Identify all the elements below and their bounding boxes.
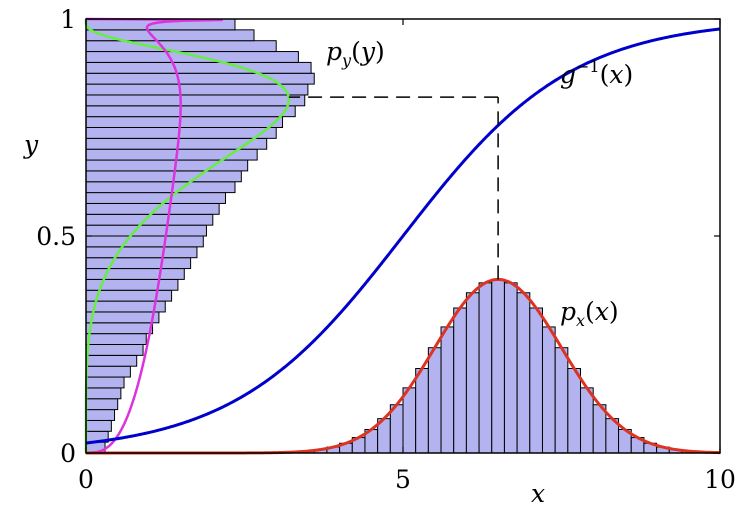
histogram-py-bar bbox=[85, 94, 306, 107]
histogram-py-bar bbox=[85, 246, 198, 259]
histogram-px-bar bbox=[580, 387, 594, 454]
histogram-py-bars bbox=[85, 18, 315, 454]
histogram-py-bar bbox=[85, 257, 192, 270]
y-tick-label-1: 1 bbox=[60, 5, 76, 34]
x-axis-label: x bbox=[531, 479, 545, 508]
histogram-py-bar bbox=[85, 409, 116, 421]
x-tick-label-10: 10 bbox=[704, 465, 736, 494]
histogram-px-bar bbox=[554, 347, 569, 454]
y-axis-label: y bbox=[23, 130, 39, 159]
histogram-py-bar bbox=[85, 268, 185, 280]
y-tick-label-0: 0 bbox=[60, 439, 76, 468]
histogram-px-bar bbox=[491, 278, 505, 454]
histogram-py-bar bbox=[85, 333, 147, 345]
histogram-py-bar bbox=[85, 224, 207, 237]
histogram-py-bar bbox=[85, 105, 296, 118]
histogram-px-bar bbox=[529, 307, 543, 454]
histogram-py-bar bbox=[85, 398, 119, 411]
histogram-py-bar bbox=[85, 29, 255, 42]
histogram-py-bar bbox=[85, 40, 277, 53]
histogram-px-bar bbox=[402, 387, 417, 454]
mapping-dashed-lines bbox=[288, 96, 499, 280]
axis-ticks bbox=[85, 18, 721, 454]
histogram-py-bar bbox=[85, 127, 277, 139]
histogram-px-bar bbox=[453, 307, 467, 454]
x-tick-label-5: 5 bbox=[395, 465, 411, 494]
y-tick-label-0-5: 0.5 bbox=[36, 222, 76, 251]
histogram-py-bar bbox=[85, 61, 312, 74]
histogram-px-bar bbox=[516, 292, 531, 454]
histogram-py-bar bbox=[85, 365, 131, 378]
histogram-px-bar bbox=[541, 326, 556, 454]
histogram-py-bar bbox=[85, 387, 122, 400]
histogram-py-bar bbox=[85, 159, 249, 172]
histogram-py-bar bbox=[85, 354, 138, 367]
histogram-py-bar bbox=[85, 344, 144, 356]
g-inverse-curve bbox=[85, 27, 721, 445]
x-tick-label-0: 0 bbox=[78, 465, 94, 494]
histogram-py-bar bbox=[85, 170, 242, 183]
histogram-py-bar bbox=[85, 116, 284, 129]
label-py: py(y) bbox=[326, 37, 385, 70]
histogram-px-bar bbox=[415, 367, 429, 454]
histogram-py-bar bbox=[85, 322, 154, 335]
histogram-px-bar bbox=[567, 367, 582, 454]
histogram-py-bar bbox=[85, 376, 125, 389]
histogram-px-bar bbox=[427, 347, 442, 454]
label-px: px(x) bbox=[560, 297, 619, 330]
label-g-inverse: g−1(x) bbox=[560, 57, 633, 89]
histogram-px-bar bbox=[503, 282, 518, 454]
histogram-py-bar bbox=[85, 51, 299, 63]
histogram-px-bars bbox=[288, 278, 708, 454]
histogram-px-bar bbox=[440, 326, 455, 454]
histogram-py-bar bbox=[85, 419, 112, 432]
histogram-py-bar bbox=[85, 192, 226, 204]
histogram-py-bar bbox=[85, 181, 236, 194]
histogram-py-bar bbox=[85, 83, 309, 96]
py-curve bbox=[85, 17, 223, 455]
histogram-py-bar bbox=[85, 235, 204, 248]
histogram-px-bar bbox=[478, 282, 493, 454]
histogram-px-bar bbox=[465, 292, 480, 454]
histogram-py-bar bbox=[85, 72, 315, 85]
histogram-py-bar bbox=[85, 311, 160, 324]
